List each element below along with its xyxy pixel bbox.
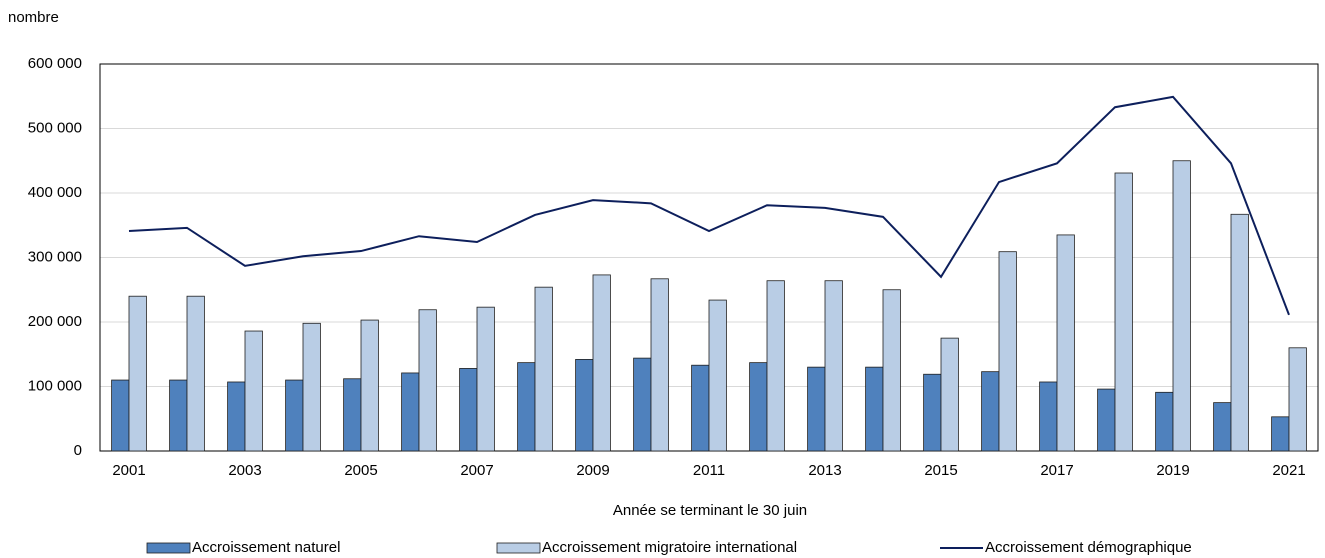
- bar: [343, 378, 362, 452]
- bar: [1097, 388, 1116, 452]
- bar: [459, 368, 478, 452]
- bar: [766, 280, 785, 452]
- bar: [1271, 416, 1290, 452]
- x-tick-label: 2005: [344, 462, 377, 479]
- x-tick-label: 2017: [1040, 462, 1073, 479]
- y-tick-label: 100 000: [28, 377, 82, 394]
- x-tick-label: 2007: [460, 462, 493, 479]
- x-axis-title: Année se terminant le 30 juin: [613, 502, 807, 519]
- bar: [360, 319, 379, 452]
- x-tick-label: 2015: [924, 462, 957, 479]
- y-tick-label: 300 000: [28, 248, 82, 265]
- bar: [940, 337, 959, 452]
- bar: [575, 359, 594, 452]
- x-tick-label: 2011: [693, 462, 725, 479]
- y-axis-title: nombre: [8, 9, 59, 26]
- bar: [1039, 381, 1058, 452]
- bar: [476, 306, 495, 452]
- x-tick-label: 2021: [1272, 462, 1305, 479]
- bar: [923, 373, 942, 452]
- bar: [633, 357, 652, 452]
- y-tick-label: 500 000: [28, 119, 82, 136]
- y-tick-label: 600 000: [28, 55, 82, 72]
- bar: [186, 295, 205, 452]
- bar: [708, 299, 727, 452]
- bar: [865, 366, 884, 452]
- x-tick-label: 2003: [228, 462, 261, 479]
- y-tick-label: 0: [74, 442, 82, 459]
- bar: [128, 295, 147, 452]
- bar: [1172, 160, 1191, 452]
- bar: [998, 251, 1017, 452]
- legend-label: Accroissement migratoire international: [542, 539, 797, 556]
- y-tick-label: 200 000: [28, 313, 82, 330]
- legend-swatch: [496, 542, 541, 554]
- bar: [517, 362, 536, 452]
- bar: [244, 330, 263, 452]
- bar: [1155, 391, 1174, 452]
- bar: [691, 364, 710, 452]
- y-tick-label: 400 000: [28, 184, 82, 201]
- bar: [749, 362, 768, 452]
- bar: [807, 366, 826, 452]
- x-tick-label: 2001: [112, 462, 145, 479]
- line-series: [128, 95, 1290, 316]
- bar: [1114, 172, 1133, 452]
- x-tick-label: 2009: [576, 462, 609, 479]
- bar: [169, 379, 188, 452]
- legend-label: Accroissement naturel: [192, 539, 340, 556]
- bar: [650, 278, 669, 452]
- x-tick-label: 2019: [1156, 462, 1189, 479]
- bar: [534, 286, 553, 452]
- bar: [418, 309, 437, 452]
- legend-swatch: [146, 542, 191, 554]
- x-tick-label: 2013: [808, 462, 841, 479]
- bar: [882, 289, 901, 452]
- bar: [1213, 402, 1232, 452]
- bar: [824, 280, 843, 452]
- bar: [285, 379, 304, 452]
- bar: [1230, 213, 1249, 452]
- bar: [302, 322, 321, 452]
- bar: [1288, 347, 1307, 452]
- bar: [227, 381, 246, 452]
- bar: [592, 274, 611, 452]
- bar: [981, 371, 1000, 452]
- bar: [111, 379, 130, 452]
- legend-label: Accroissement démographique: [985, 539, 1192, 556]
- bar: [1056, 234, 1075, 452]
- bar: [401, 372, 420, 452]
